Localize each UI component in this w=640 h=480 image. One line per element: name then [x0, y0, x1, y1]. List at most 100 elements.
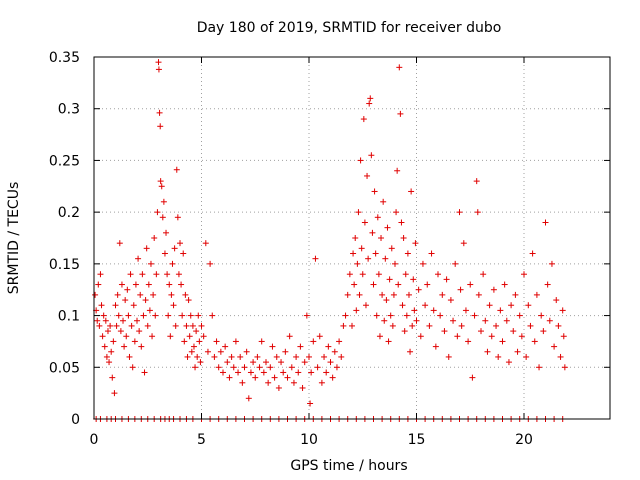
data-point	[353, 307, 360, 314]
data-point	[346, 271, 353, 278]
data-point	[138, 343, 145, 350]
data-point	[182, 291, 189, 298]
data-point	[196, 338, 203, 345]
data-point	[169, 260, 176, 267]
data-point	[128, 322, 135, 329]
data-point	[435, 271, 441, 278]
x-tick-label: 0	[90, 432, 99, 448]
data-point	[394, 167, 401, 174]
data-point	[204, 348, 211, 355]
data-point	[178, 281, 185, 288]
data-point	[228, 353, 235, 360]
data-point	[123, 333, 130, 340]
y-tick-label: 0.25	[49, 153, 80, 169]
data-point	[94, 317, 101, 324]
data-point	[92, 291, 99, 298]
data-point	[168, 291, 175, 298]
data-point	[471, 312, 478, 319]
data-point	[144, 322, 151, 329]
data-point	[278, 359, 285, 366]
data-point	[540, 328, 547, 335]
data-point	[396, 64, 403, 71]
y-tick-label: 0.2	[58, 205, 80, 221]
data-point	[465, 338, 472, 345]
data-point	[450, 317, 457, 324]
data-point	[286, 333, 293, 340]
data-point	[217, 348, 224, 355]
data-point	[430, 307, 437, 314]
data-point	[174, 214, 181, 221]
data-point	[351, 281, 358, 288]
y-tick-label: 0	[71, 412, 80, 428]
data-point	[154, 209, 161, 216]
plot-frame	[93, 56, 611, 420]
data-point	[488, 333, 495, 340]
data-point	[521, 271, 527, 278]
data-point	[536, 364, 543, 371]
data-point	[331, 348, 338, 355]
data-point	[115, 312, 122, 319]
data-point	[103, 353, 110, 360]
data-point	[172, 322, 179, 329]
data-point	[516, 312, 523, 319]
data-point	[340, 322, 347, 329]
data-point	[152, 312, 159, 319]
data-point	[366, 100, 373, 107]
data-point	[243, 348, 250, 355]
data-point	[222, 343, 229, 350]
data-point	[501, 281, 508, 288]
y-tick-label: 0.35	[49, 50, 80, 66]
data-point	[432, 343, 439, 350]
data-point	[166, 281, 173, 288]
data-point	[118, 281, 125, 288]
data-point	[333, 364, 340, 371]
data-point	[493, 322, 500, 329]
data-point	[327, 359, 334, 366]
data-point	[111, 390, 118, 397]
data-point	[153, 271, 160, 278]
data-point	[447, 297, 454, 304]
data-point	[422, 302, 429, 309]
data-point	[497, 307, 504, 314]
data-point	[126, 353, 133, 360]
data-point	[523, 353, 530, 360]
data-point	[250, 359, 257, 366]
chart-title: Day 180 of 2019, SRMTID for receiver dub…	[197, 20, 502, 36]
data-point	[235, 369, 242, 376]
data-point	[382, 255, 389, 262]
data-point	[480, 271, 487, 278]
data-point	[380, 198, 387, 205]
data-point	[141, 369, 148, 376]
data-point	[284, 374, 291, 381]
data-point	[336, 338, 343, 345]
data-point	[385, 338, 392, 345]
data-point	[260, 369, 267, 376]
data-point	[482, 317, 489, 324]
data-point	[397, 110, 404, 117]
data-point	[299, 384, 306, 391]
data-point	[267, 364, 274, 371]
data-point	[561, 364, 568, 371]
data-point	[372, 250, 379, 257]
data-point	[131, 338, 138, 345]
data-point	[443, 276, 450, 283]
data-point	[188, 348, 195, 355]
data-point	[475, 291, 482, 298]
data-point	[478, 328, 484, 335]
data-point	[393, 209, 400, 216]
data-point	[548, 260, 555, 267]
data-point	[379, 291, 386, 298]
data-point	[383, 297, 390, 304]
data-point	[157, 123, 164, 130]
data-point	[456, 209, 463, 216]
data-point	[220, 369, 226, 376]
data-point	[390, 291, 397, 298]
data-point	[384, 224, 391, 231]
data-point	[157, 178, 164, 185]
data-point	[171, 245, 178, 252]
data-point	[474, 209, 481, 216]
data-point	[303, 312, 310, 319]
data-point	[389, 322, 396, 329]
data-point	[137, 291, 144, 298]
data-point	[288, 364, 295, 371]
